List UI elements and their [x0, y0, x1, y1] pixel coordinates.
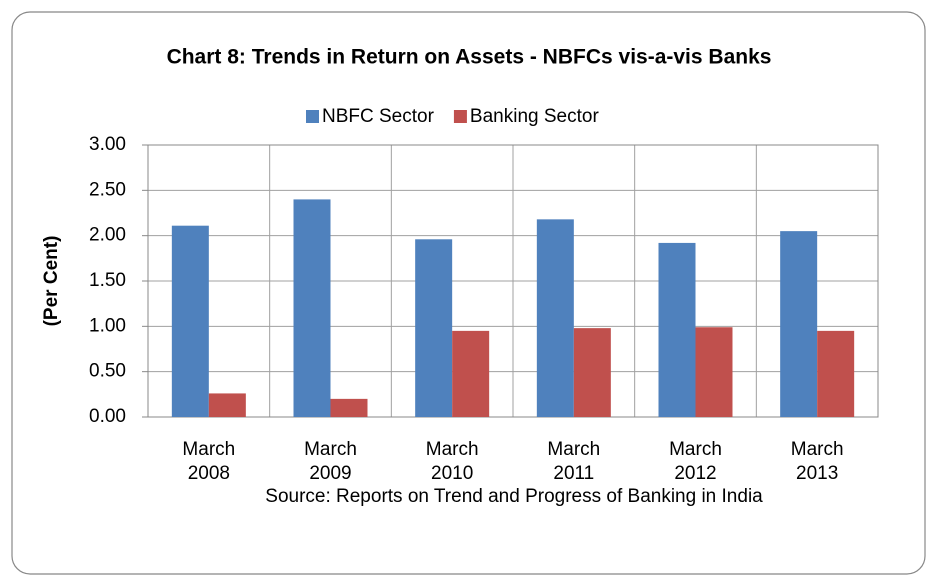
- chart-border: [11, 11, 926, 575]
- legend-swatch: [306, 110, 319, 123]
- bar: [293, 199, 331, 417]
- x-tick-label: March 2008: [182, 439, 236, 484]
- legend-label: NBFC Sector: [322, 106, 435, 127]
- legend-swatch: [453, 110, 467, 123]
- bar: [208, 393, 246, 417]
- y-tick-label: 2.50: [89, 179, 126, 200]
- y-tick-label: 0.00: [89, 406, 126, 427]
- x-tick-label: March 2009: [304, 439, 357, 484]
- bar: [415, 239, 453, 417]
- plot-border: [147, 144, 879, 418]
- bar: [780, 231, 818, 417]
- x-tick-label: March 2013: [790, 439, 844, 484]
- source-note: Source: Reports on Trend and Progress of…: [265, 486, 763, 507]
- x-tick-label: March 2012: [669, 439, 722, 484]
- x-tick-label: March 2011: [547, 439, 601, 484]
- chart-title: Chart 8: Trends in Return on Assets - NB…: [167, 46, 772, 69]
- bar: [171, 225, 209, 417]
- bar: [695, 327, 733, 417]
- legend-label: Banking Sector: [470, 106, 600, 127]
- bar: [658, 242, 696, 417]
- bar: [573, 328, 611, 417]
- bar: [452, 330, 490, 417]
- y-axis-label: (Per Cent): [41, 236, 62, 327]
- x-tick-label: March 2010: [425, 439, 479, 484]
- bar: [536, 219, 574, 417]
- y-tick-label: 1.50: [89, 270, 126, 291]
- y-tick-label: 1.00: [89, 315, 126, 336]
- y-tick-label: 0.50: [89, 361, 126, 382]
- y-tick-label: 3.00: [89, 134, 126, 155]
- y-tick-label: 2.00: [89, 225, 126, 246]
- bar: [817, 330, 855, 417]
- bar: [330, 398, 368, 417]
